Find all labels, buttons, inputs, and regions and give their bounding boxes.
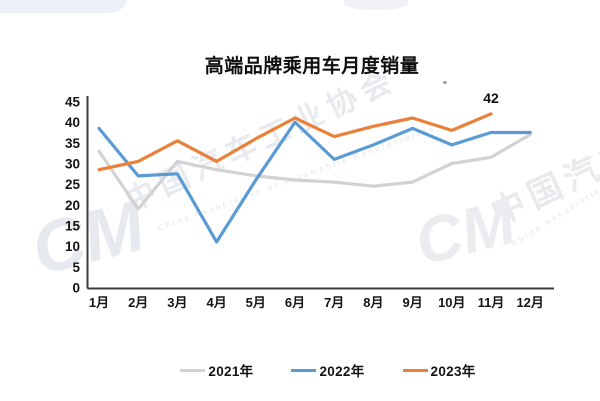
- x-tick-label-3: 3月: [167, 295, 187, 310]
- chart-title: 高端品牌乘用车月度销量: [204, 56, 420, 77]
- x-tick-label-10: 10月: [438, 295, 465, 310]
- x-tick-label-6: 6月: [285, 295, 305, 310]
- y-tick-label-0: 0: [72, 281, 80, 296]
- series-line-2022年: [97, 120, 532, 244]
- y-tick-label-5: 5: [72, 260, 80, 275]
- series-line-2021年: [97, 133, 532, 211]
- legend-swatch: [180, 368, 206, 372]
- legend-label: 2022年: [319, 364, 365, 379]
- x-tick-label-7: 7月: [324, 295, 344, 310]
- x-tick-label-5: 5月: [246, 295, 266, 310]
- y-tick-label-40: 40: [65, 115, 80, 130]
- top-left-blob: [0, 0, 128, 13]
- x-tick-label-8: 8月: [363, 295, 383, 310]
- y-tick-label-45: 45: [65, 95, 81, 110]
- series-line-2023年: [97, 112, 493, 172]
- legend-item-2022年: 2022年: [291, 360, 364, 380]
- legend-label: 2023年: [430, 364, 476, 379]
- legend-swatch: [402, 368, 428, 372]
- data-label-42: 42: [483, 90, 499, 106]
- legend-swatch: [291, 368, 317, 372]
- x-tick-label-12: 12月: [516, 295, 543, 310]
- top-center-blob: [344, 0, 408, 10]
- x-tick-label-1: 1月: [89, 295, 109, 310]
- y-tick-label-35: 35: [65, 136, 81, 151]
- legend-item-2023年: 2023年: [402, 360, 476, 380]
- x-tick-label-4: 4月: [206, 295, 226, 310]
- y-tick-label-25: 25: [65, 177, 81, 192]
- x-tick-label-2: 2月: [128, 295, 148, 310]
- y-tick-label-15: 15: [65, 219, 81, 234]
- x-tick-label-9: 9月: [402, 295, 422, 310]
- y-tick-label-30: 30: [65, 157, 80, 172]
- legend-label: 2021年: [208, 364, 254, 379]
- legend-item-2021年: 2021年: [180, 360, 253, 380]
- dust-speck: [443, 81, 447, 84]
- x-tick-label-11: 11月: [478, 295, 505, 310]
- chart-legend: 2021年 2022年 2023年: [28, 360, 600, 380]
- y-tick-label-20: 20: [65, 198, 80, 213]
- y-tick-label-10: 10: [65, 239, 80, 254]
